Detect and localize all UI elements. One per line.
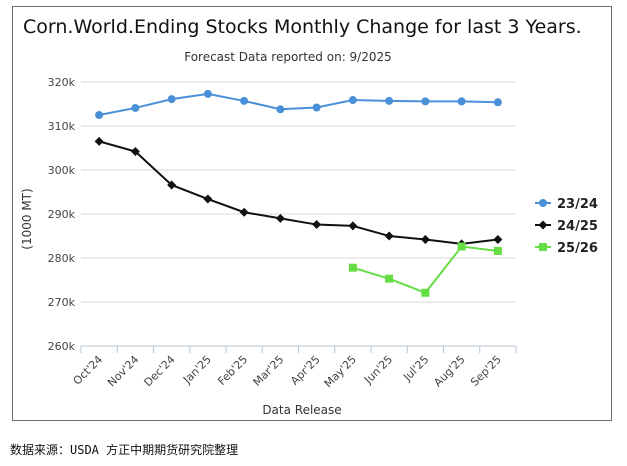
- legend-item: 25/26: [535, 241, 598, 256]
- x-tick-label: Dec'24: [141, 353, 177, 389]
- data-point: [167, 180, 177, 190]
- x-tick-label: Jul'25: [400, 353, 431, 384]
- x-tick-label: Feb'25: [215, 353, 250, 388]
- data-point: [312, 220, 322, 230]
- data-point: [276, 105, 285, 114]
- data-point: [239, 207, 249, 217]
- y-tick-label: 300k: [48, 164, 76, 177]
- y-tick-label: 320k: [48, 76, 76, 89]
- data-point: [130, 147, 140, 157]
- data-point: [275, 213, 285, 223]
- x-tick-label: Aug'25: [431, 353, 467, 389]
- chart-subtitle: Forecast Data reported on: 9/2025: [184, 50, 392, 64]
- y-tick-label: 290k: [48, 208, 76, 221]
- x-tick-label: Nov'24: [105, 353, 141, 389]
- y-tick-label: 270k: [48, 296, 76, 309]
- legend: 23/24 24/25 25/26: [535, 197, 598, 256]
- x-tick-label: Oct'24: [71, 353, 106, 388]
- x-tick-label: Mar'25: [251, 353, 287, 389]
- data-point: [493, 98, 502, 107]
- data-point: [312, 103, 321, 112]
- y-axis-title: (1000 MT): [20, 188, 34, 249]
- data-point: [131, 103, 140, 112]
- data-point: [348, 221, 358, 231]
- data-point: [538, 220, 548, 230]
- chart: Corn.World.Ending Stocks Monthly Change …: [20, 16, 598, 417]
- legend-label: 25/26: [557, 241, 598, 256]
- y-tick-label: 280k: [48, 252, 76, 265]
- data-point: [167, 95, 176, 104]
- data-point: [539, 199, 547, 207]
- x-tick-label: Jun'25: [361, 353, 395, 387]
- series-24-25: [94, 136, 503, 249]
- data-point: [94, 136, 104, 146]
- y-tick-label: 310k: [48, 120, 76, 133]
- series-line: [98, 140, 498, 245]
- series-line: [98, 92, 498, 116]
- x-axis-title: Data Release: [262, 403, 341, 417]
- series-25-26: [348, 242, 502, 297]
- legend-label: 24/25: [557, 219, 598, 234]
- data-point: [348, 96, 357, 105]
- x-tick-label: May'25: [322, 353, 359, 390]
- legend-item: 23/24: [535, 197, 598, 212]
- data-point: [95, 111, 104, 119]
- series-23-24: [95, 89, 502, 119]
- data-point: [539, 243, 547, 251]
- data-point: [384, 231, 394, 241]
- data-point: [203, 194, 213, 204]
- legend-label: 23/24: [557, 197, 598, 212]
- data-point: [457, 242, 466, 251]
- data-point: [385, 274, 394, 283]
- data-point: [240, 96, 249, 105]
- x-tick-label: Sep'25: [468, 353, 504, 389]
- legend-item: 24/25: [535, 219, 598, 234]
- data-point: [385, 96, 394, 105]
- gridlines: [81, 81, 516, 303]
- data-point: [457, 97, 466, 106]
- chart-title: Corn.World.Ending Stocks Monthly Change …: [23, 16, 582, 38]
- data-point: [421, 288, 430, 297]
- source-note: 数据来源：USDA 方正中期期货研究院整理: [10, 443, 239, 457]
- series-layer: [94, 89, 503, 297]
- data-point: [421, 97, 430, 106]
- data-point: [348, 263, 357, 272]
- axes: 260k 270k 280k 290k 300k 310k 320k Oct'24 Nov'24…: [48, 76, 517, 390]
- x-tick-label: Jan'25: [180, 353, 214, 387]
- data-point: [203, 89, 212, 98]
- series-line: [352, 245, 498, 294]
- x-tick-label: Apr'25: [288, 353, 323, 388]
- data-point: [420, 235, 430, 245]
- data-point: [493, 235, 503, 245]
- y-tick-label: 260k: [48, 340, 76, 353]
- data-point: [493, 246, 502, 255]
- chart-frame: Corn.World.Ending Stocks Monthly Change …: [12, 6, 612, 421]
